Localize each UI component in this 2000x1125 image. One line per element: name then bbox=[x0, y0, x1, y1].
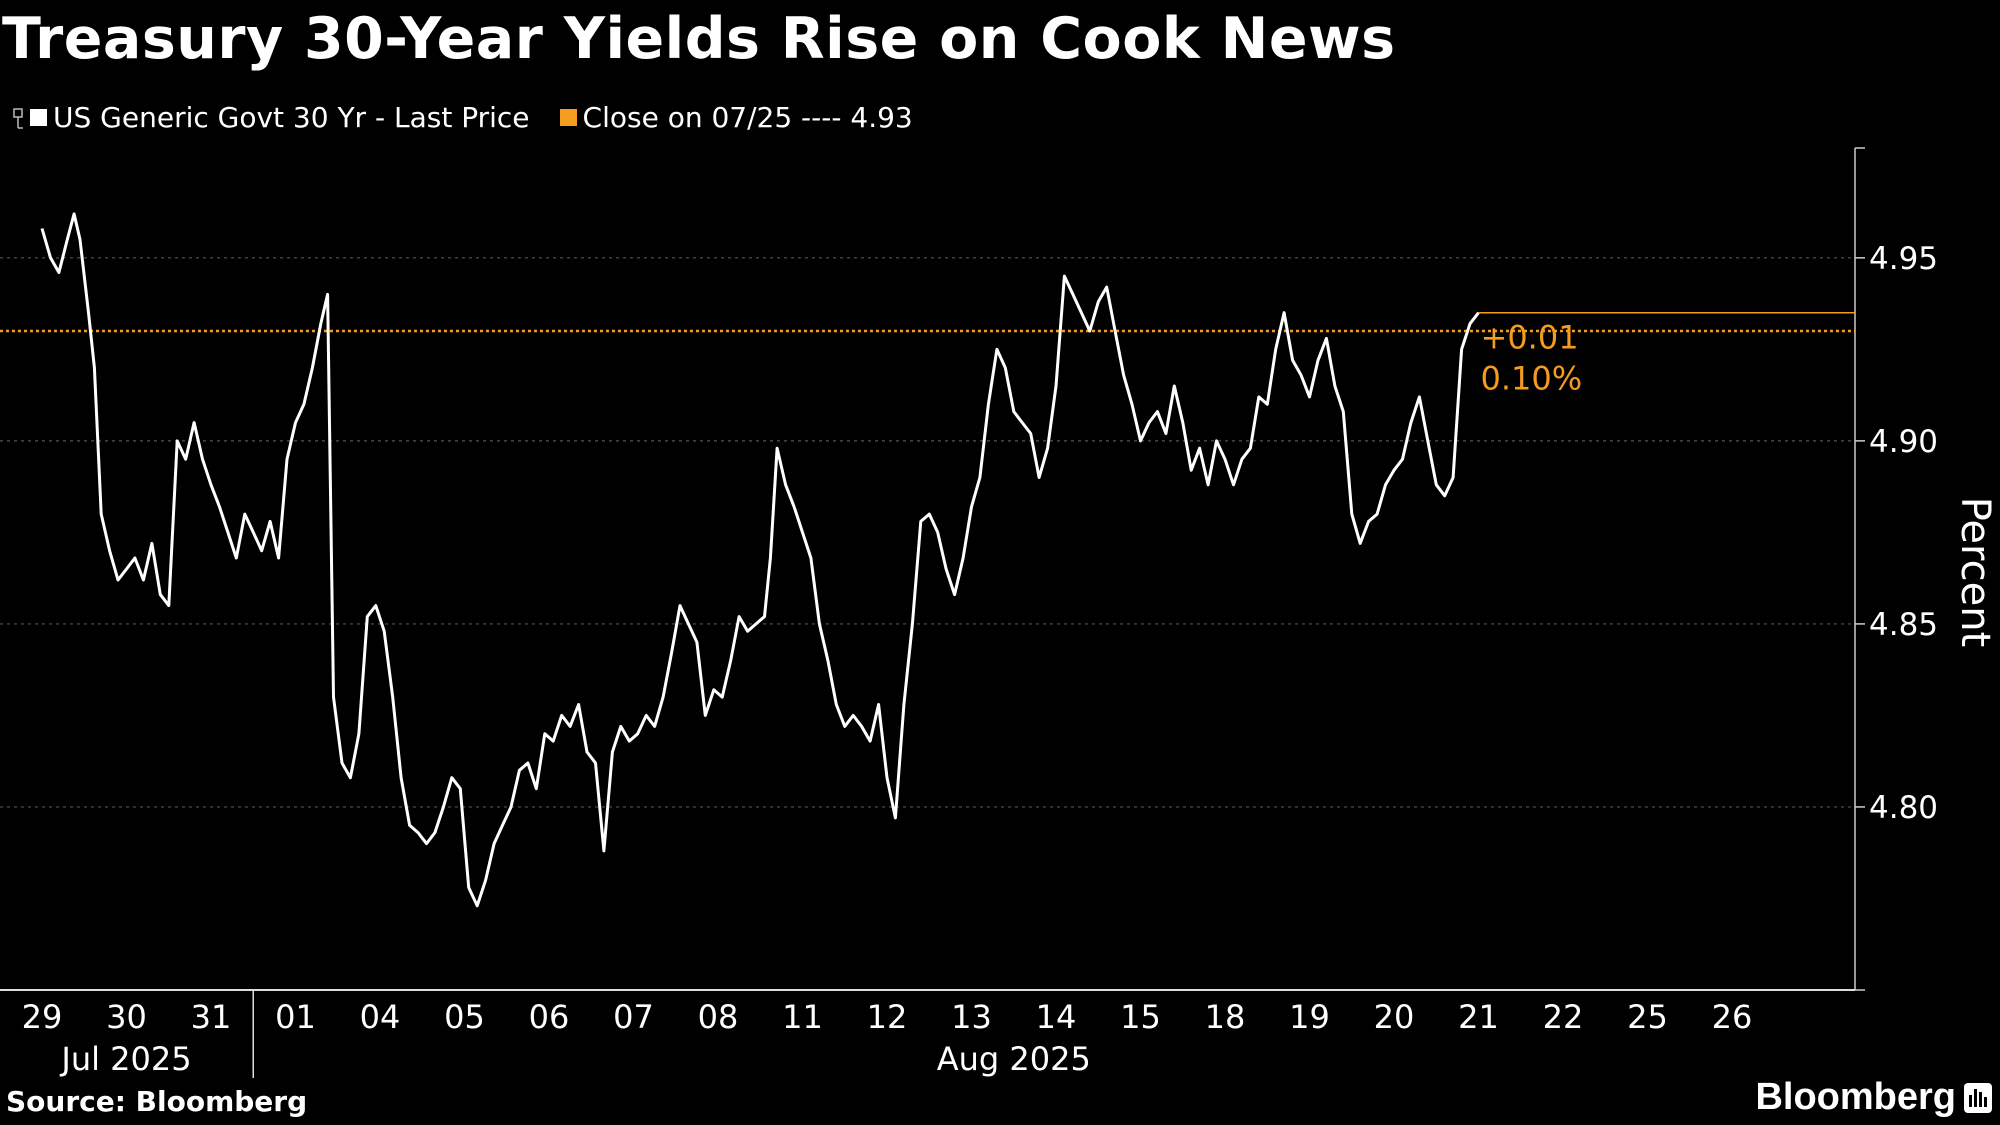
x-tick-label: 19 bbox=[1289, 998, 1330, 1036]
source-note: Source: Bloomberg bbox=[6, 1085, 308, 1118]
x-tick-label: 22 bbox=[1543, 998, 1584, 1036]
x-tick-label: 25 bbox=[1627, 998, 1668, 1036]
chart-title: Treasury 30-Year Yields Rise on Cook New… bbox=[2, 6, 1396, 72]
x-tick-label: 06 bbox=[529, 998, 570, 1036]
x-tick-label: 12 bbox=[867, 998, 908, 1036]
x-tick-label: 14 bbox=[1036, 998, 1077, 1036]
y-tick-label: 4.80 bbox=[1869, 790, 1938, 826]
x-tick-label: 29 bbox=[22, 998, 63, 1036]
y-tick-label: 4.95 bbox=[1869, 241, 1938, 277]
change-label-abs: +0.01 bbox=[1481, 319, 1579, 357]
legend-item-close: Close on 07/25 ---- 4.93 bbox=[559, 100, 913, 134]
bloomberg-logo-icon bbox=[1964, 1082, 1992, 1113]
legend-swatch-close bbox=[559, 108, 577, 126]
brand: Bloomberg bbox=[1755, 1076, 1992, 1119]
legend-swatch-series bbox=[30, 108, 47, 126]
x-tick-label: 05 bbox=[444, 998, 485, 1036]
x-tick-label: 31 bbox=[191, 998, 232, 1036]
x-tick-label: 13 bbox=[951, 998, 992, 1036]
legend-item-series: US Generic Govt 30 Yr - Last Price bbox=[30, 101, 530, 134]
legend-toggle-icon[interactable] bbox=[12, 100, 30, 134]
x-tick-label: 20 bbox=[1374, 998, 1415, 1036]
x-tick-label: 15 bbox=[1120, 998, 1161, 1036]
x-tick-label: 01 bbox=[275, 998, 316, 1036]
x-tick-label: 11 bbox=[782, 998, 823, 1036]
legend-label-series: US Generic Govt 30 Yr - Last Price bbox=[53, 100, 530, 134]
x-tick-label: 04 bbox=[360, 998, 401, 1036]
x-group-label: Aug 2025 bbox=[937, 1040, 1091, 1078]
x-tick-label: 30 bbox=[106, 998, 147, 1036]
x-tick-label: 08 bbox=[698, 998, 739, 1036]
x-tick-label: 21 bbox=[1458, 998, 1499, 1036]
y-tick-label: 4.90 bbox=[1869, 424, 1938, 460]
x-group-label: Jul 2025 bbox=[59, 1040, 191, 1078]
brand-name: Bloomberg bbox=[1755, 1076, 1956, 1118]
y-axis-label: Percent bbox=[1952, 497, 1998, 648]
y-tick-label: 4.85 bbox=[1869, 607, 1938, 643]
x-tick-label: 07 bbox=[613, 998, 654, 1036]
series-line bbox=[40, 212, 1480, 908]
x-tick-label: 18 bbox=[1205, 998, 1246, 1036]
x-tick-label: 26 bbox=[1712, 998, 1753, 1036]
legend-label-close: Close on 07/25 ---- 4.93 bbox=[582, 100, 913, 134]
change-label-pct: 0.10% bbox=[1481, 360, 1583, 398]
legend: US Generic Govt 30 Yr - Last Price Close… bbox=[12, 100, 943, 134]
